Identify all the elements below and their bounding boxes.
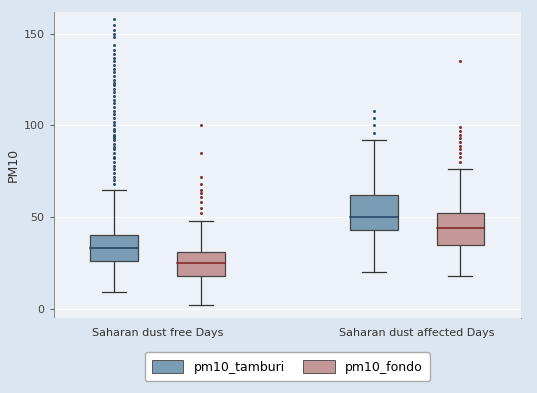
Bar <box>90 235 138 261</box>
Bar <box>177 252 224 275</box>
Legend: pm10_tamburi, pm10_fondo: pm10_tamburi, pm10_fondo <box>144 352 430 381</box>
Y-axis label: PM10: PM10 <box>6 148 19 182</box>
Text: Saharan dust affected Days: Saharan dust affected Days <box>339 328 495 338</box>
Bar <box>350 195 397 230</box>
Bar <box>437 213 484 244</box>
Text: Saharan dust free Days: Saharan dust free Days <box>92 328 223 338</box>
